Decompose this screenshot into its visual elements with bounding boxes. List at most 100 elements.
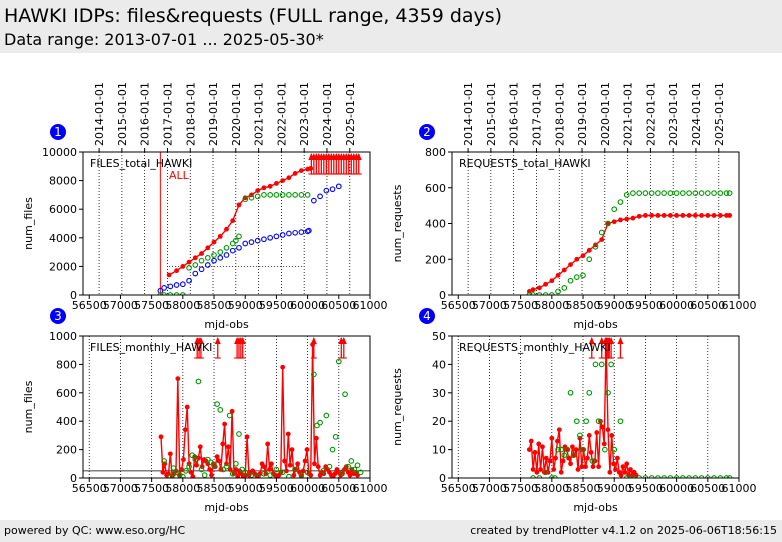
data-point-green	[673, 475, 680, 478]
series-line-red	[528, 341, 637, 477]
data-point-red	[167, 451, 173, 457]
data-point-red	[235, 474, 241, 478]
data-point-red	[573, 447, 579, 452]
data-point-blue	[279, 232, 286, 238]
data-point-red	[547, 458, 553, 464]
data-point-green	[254, 473, 261, 478]
data-point-green	[723, 190, 730, 196]
x-tick-label: 56500	[72, 299, 107, 312]
data-point-red	[166, 272, 172, 278]
data-point-green	[648, 190, 655, 196]
data-point-green	[711, 475, 717, 478]
data-point-blue	[306, 227, 312, 234]
data-point-green	[267, 192, 274, 198]
data-point-blue	[335, 183, 342, 190]
panel-badge-number: 4	[423, 309, 431, 323]
data-point-red	[543, 281, 548, 287]
data-point-red	[611, 461, 616, 467]
x-tick-label: 56500	[441, 299, 476, 312]
data-point-green	[530, 475, 536, 478]
data-point-blue	[167, 283, 174, 290]
data-point-green	[595, 418, 602, 425]
x-axis-title: mjd-obs	[573, 501, 618, 514]
data-point-red	[540, 444, 545, 450]
data-point-green	[326, 463, 333, 470]
plot-area	[526, 339, 733, 478]
legend-label: ALL	[169, 169, 190, 182]
arrow-head	[214, 337, 221, 344]
data-point-green	[183, 468, 189, 474]
x-tick-label: 57000	[103, 299, 138, 312]
data-point-green	[357, 469, 364, 476]
x-tick-label: 58000	[165, 482, 200, 495]
date-tick-label: 2025-01-01	[713, 82, 726, 146]
data-point-green	[229, 240, 236, 247]
data-point-green	[598, 361, 605, 368]
data-point-green	[642, 475, 649, 478]
data-point-green	[630, 190, 636, 196]
data-point-red	[347, 472, 353, 478]
x-tick-label: 58500	[197, 299, 232, 312]
out-of-range-arrow	[197, 337, 204, 359]
data-point-red	[584, 455, 590, 461]
data-point-green	[526, 292, 533, 295]
data-point-green	[167, 473, 174, 478]
data-point-green	[561, 452, 568, 459]
data-point-red	[580, 253, 586, 259]
date-tick-label: 2022-01-01	[644, 82, 657, 146]
data-point-green	[204, 254, 211, 261]
data-point-blue	[273, 233, 280, 240]
panel-label: FILES_monthly_HAWKI	[90, 341, 212, 354]
x-tick-label: 56500	[72, 482, 107, 495]
x-tick-label: 61000	[722, 299, 757, 312]
footer-credit: powered by QC: www.eso.org/HC	[4, 524, 186, 537]
data-point-green	[661, 475, 667, 478]
data-point-green	[189, 452, 196, 459]
data-point-green	[157, 292, 164, 295]
data-point-blue	[192, 270, 199, 277]
data-point-red	[214, 454, 220, 460]
data-point-green	[704, 190, 711, 196]
data-point-red	[286, 175, 292, 181]
data-point-red	[574, 256, 580, 262]
plot-frame	[82, 151, 371, 296]
x-tick-label: 57000	[472, 299, 507, 312]
data-point-green	[726, 475, 733, 478]
data-point-blue	[323, 187, 330, 194]
y-axis-title: num_requests	[391, 184, 404, 262]
date-tick-label: 2015-01-01	[116, 82, 129, 146]
data-point-blue	[211, 257, 217, 264]
data-point-red	[227, 467, 233, 472]
data-point-green	[192, 456, 199, 463]
data-point-green	[592, 243, 599, 250]
data-point-green	[661, 190, 667, 196]
data-point-red	[605, 221, 611, 226]
y-tick-label: 20	[432, 415, 446, 428]
data-point-green	[570, 452, 577, 459]
data-point-red	[304, 447, 310, 452]
data-point-red	[583, 464, 588, 470]
data-point-red	[561, 267, 567, 273]
plot-frame	[82, 335, 371, 479]
data-point-red	[605, 427, 611, 433]
data-point-green	[173, 292, 180, 295]
data-point-blue	[186, 277, 192, 284]
data-point-red	[549, 435, 555, 441]
data-point-green	[573, 418, 580, 425]
data-point-green	[170, 465, 177, 471]
panel-badge	[419, 308, 435, 324]
data-point-red	[711, 213, 717, 218]
data-point-red	[182, 427, 188, 433]
out-of-range-arrow	[239, 337, 246, 359]
data-point-green	[242, 196, 249, 203]
x-tick-label: 60000	[290, 299, 325, 312]
y-tick-label: 1000	[49, 330, 77, 343]
y-axis-title: num_requests	[391, 368, 404, 446]
data-point-green	[542, 469, 549, 476]
data-point-red	[643, 213, 648, 218]
data-point-red	[622, 469, 628, 475]
data-point-green	[354, 462, 361, 469]
date-tick-label: 2019-01-01	[576, 82, 589, 146]
out-of-range-arrow	[214, 337, 221, 359]
arrow-head	[310, 337, 317, 344]
